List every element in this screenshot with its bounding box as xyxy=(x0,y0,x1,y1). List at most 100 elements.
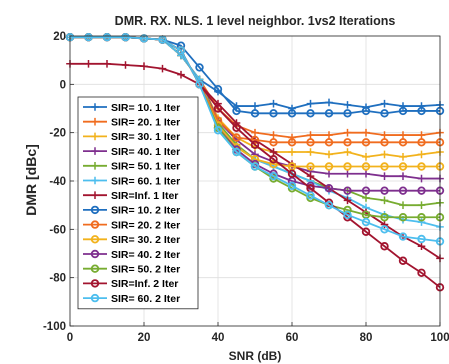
data-point xyxy=(398,256,408,265)
data-point xyxy=(250,140,260,149)
data-point xyxy=(417,131,426,139)
data-point xyxy=(269,138,278,147)
data-point xyxy=(306,148,315,156)
legend-marker xyxy=(91,191,99,199)
data-point xyxy=(324,109,334,118)
x-tick-label: 80 xyxy=(360,332,373,344)
data-point xyxy=(324,200,334,210)
data-point xyxy=(399,153,407,161)
legend-label: SIR=Inf. 1 Iter xyxy=(111,190,178,202)
data-point xyxy=(380,213,389,222)
data-point xyxy=(232,119,241,127)
data-point xyxy=(343,138,352,147)
data-point xyxy=(306,138,315,147)
legend-label: SIR= 50. 2 Iter xyxy=(111,264,180,276)
legend-marker xyxy=(90,279,100,288)
legend-marker xyxy=(91,103,99,111)
legend-label: SIR=Inf. 2 Iter xyxy=(111,278,178,290)
legend-label: SIR= 20. 2 Iter xyxy=(111,219,180,231)
legend-box xyxy=(77,96,199,310)
legend-marker xyxy=(90,249,100,259)
data-point xyxy=(417,201,426,209)
legend-marker xyxy=(90,235,100,244)
data-point xyxy=(121,33,130,42)
legend-marker xyxy=(91,162,99,170)
data-point xyxy=(325,131,333,139)
data-point xyxy=(306,109,315,118)
legend-entry: SIR= 30. 1 Iter xyxy=(83,131,180,143)
legend-entry: SIR=Inf. 2 Iter xyxy=(83,278,178,290)
data-point xyxy=(269,99,278,108)
plot-frame xyxy=(69,35,441,327)
data-point xyxy=(343,210,352,220)
data-point xyxy=(324,162,334,171)
legend-marker xyxy=(90,293,100,303)
legend-entry: SIR= 10. 2 Iter xyxy=(83,205,180,217)
y-axis-label: DMR [dBc] xyxy=(23,144,39,216)
axis-ticks: 0 20 40 60 80 100 -100 -80 -60 -40 -20 0 20 xyxy=(43,31,449,344)
data-point xyxy=(417,186,426,195)
data-point xyxy=(380,196,389,205)
y-tick-label: -60 xyxy=(49,224,66,236)
data-point xyxy=(287,109,297,118)
data-point xyxy=(417,102,426,110)
data-point xyxy=(362,153,370,161)
data-point xyxy=(269,131,278,139)
data-point xyxy=(343,109,352,118)
data-point xyxy=(362,128,370,137)
data-point xyxy=(380,99,389,108)
data-point xyxy=(269,171,278,181)
legend-marker xyxy=(90,205,100,215)
data-point xyxy=(213,84,223,94)
legend-entry: SIR= 60. 2 Iter xyxy=(83,293,180,305)
data-point xyxy=(176,41,186,50)
data-point xyxy=(361,217,371,227)
data-point xyxy=(269,159,278,169)
data-point xyxy=(250,135,260,145)
data-point xyxy=(380,242,389,251)
data-point xyxy=(84,33,93,42)
y-tick-label: -40 xyxy=(49,176,66,188)
data-point xyxy=(380,131,389,139)
data-point xyxy=(398,232,408,241)
data-point xyxy=(380,109,389,118)
data-point xyxy=(287,138,297,147)
data-point xyxy=(361,186,371,195)
data-point xyxy=(324,138,334,147)
data-point xyxy=(213,104,223,113)
data-point xyxy=(177,70,185,79)
legend-label: SIR= 60. 2 Iter xyxy=(111,293,180,305)
data-point xyxy=(288,133,296,142)
data-point xyxy=(232,102,241,110)
legend-label: SIR= 50. 1 Iter xyxy=(111,161,180,173)
legend-entry: SIR= 50. 2 Iter xyxy=(83,264,180,276)
data-point xyxy=(398,186,408,195)
data-point xyxy=(288,148,296,156)
y-tick-label: 0 xyxy=(60,79,66,91)
data-point xyxy=(399,172,407,180)
x-tick-label: 20 xyxy=(138,332,151,344)
legend-entry: SIR= 50. 1 Iter xyxy=(83,161,180,173)
legend-label: SIR= 10. 2 Iter xyxy=(111,205,180,217)
legend: SIR= 10. 1 Iter SIR= 20. 1 Iter SIR= 30. 1… xyxy=(77,96,199,310)
legend-label: SIR= 60. 1 Iter xyxy=(111,175,180,187)
legend-label: SIR= 20. 1 Iter xyxy=(111,117,180,129)
data-point xyxy=(380,162,389,171)
data-point xyxy=(417,162,426,171)
legend-entry: SIR= 40. 2 Iter xyxy=(83,249,180,261)
data-point xyxy=(232,133,241,142)
x-axis-label: SNR (dB) xyxy=(229,349,282,363)
chart-title: DMR. RX. NLS. 1 level neighbor. 1vs2 Ite… xyxy=(115,14,396,28)
y-tick-label: -100 xyxy=(43,321,66,333)
data-point xyxy=(324,184,334,193)
data-point xyxy=(287,181,297,191)
data-point xyxy=(158,64,167,73)
data-point xyxy=(121,61,130,69)
series-14 xyxy=(65,33,445,246)
data-point xyxy=(269,148,278,156)
legend-marker xyxy=(91,176,99,185)
data-point xyxy=(399,102,407,110)
data-point xyxy=(417,234,426,244)
legend-marker xyxy=(91,117,99,126)
data-point xyxy=(269,109,278,118)
